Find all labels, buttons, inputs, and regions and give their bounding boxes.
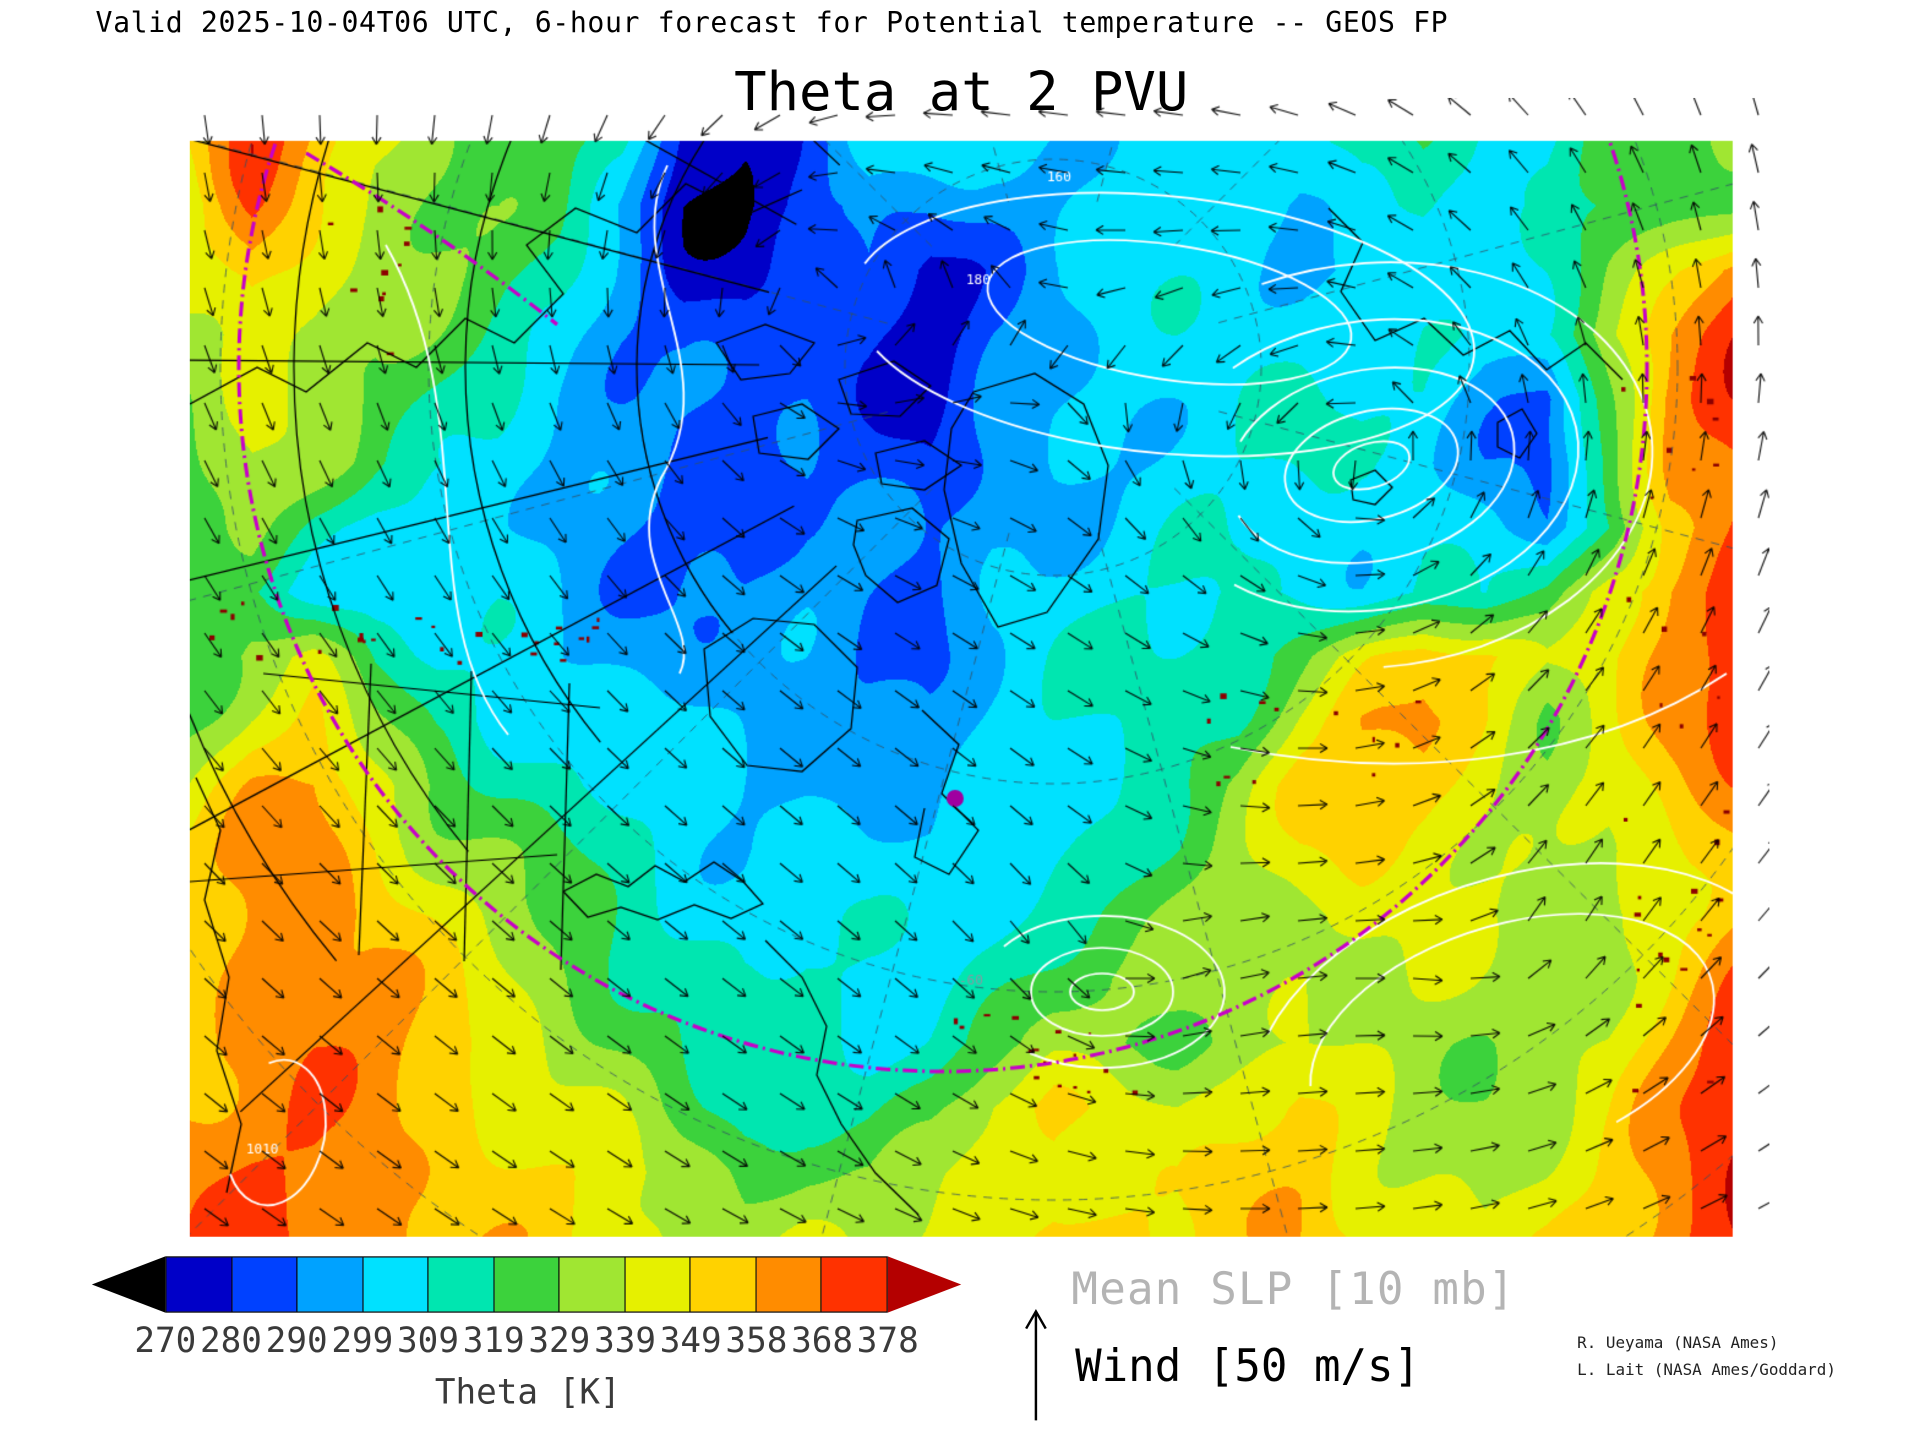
- slp-legend-label: Mean SLP [10 mb]: [1071, 1264, 1516, 1316]
- colorbar-tick: 339: [594, 1320, 657, 1361]
- colorbar-tick: 368: [791, 1320, 854, 1361]
- colorbar-cell: [559, 1257, 626, 1312]
- colorbar-tick: 299: [331, 1320, 394, 1361]
- colorbar-tick: 309: [397, 1320, 459, 1361]
- colorbar-cell: [756, 1257, 823, 1312]
- colorbar-tick: 358: [725, 1320, 788, 1361]
- colorbar-ticks: 270 280 290 299 309 319 329 339 349 358 368 378: [134, 1320, 918, 1362]
- colorbar-cell: [428, 1257, 495, 1312]
- colorbar-cell: [691, 1257, 757, 1312]
- forecast-valid-text: Valid 2025-10-04T06 UTC, 6-hour forecast…: [95, 7, 1449, 40]
- colorbar-tick: 319: [462, 1320, 525, 1361]
- colorbar-under-arrow: [91, 1256, 166, 1313]
- colorbar-cell: [166, 1257, 233, 1312]
- colorbar-cell: [822, 1257, 887, 1312]
- colorbar-cell: [625, 1257, 692, 1312]
- colorbar-cell: [363, 1257, 429, 1312]
- colorbar-label: Theta [K]: [434, 1371, 621, 1412]
- credit-line-2: L. Lait (NASA Ames/Goddard): [1577, 1361, 1836, 1380]
- colorbar-cells: [91, 1256, 964, 1313]
- wind-reference-arrow-icon: [1025, 1308, 1047, 1421]
- colorbar-tick: 280: [200, 1320, 262, 1361]
- colorbar-cell: [297, 1257, 364, 1312]
- colorbar-tick: 290: [265, 1320, 328, 1361]
- colorbar-cell: [494, 1257, 560, 1312]
- credit-line-1: R. Ueyama (NASA Ames): [1577, 1334, 1779, 1354]
- colorbar: 270 280 290 299 309 319 329 339 349 358 368 378 The…: [91, 1256, 964, 1415]
- theta-map-canvas: [189, 97, 1770, 1237]
- colorbar-tick: 270: [134, 1320, 197, 1361]
- colorbar-tick: 378: [856, 1320, 919, 1361]
- colorbar-tick: 349: [659, 1320, 722, 1361]
- wind-legend-label: Wind [50 m/s]: [1075, 1342, 1421, 1393]
- colorbar-over-arrow: [887, 1256, 962, 1313]
- colorbar-cell: [232, 1257, 298, 1312]
- colorbar-tick: 329: [528, 1320, 591, 1361]
